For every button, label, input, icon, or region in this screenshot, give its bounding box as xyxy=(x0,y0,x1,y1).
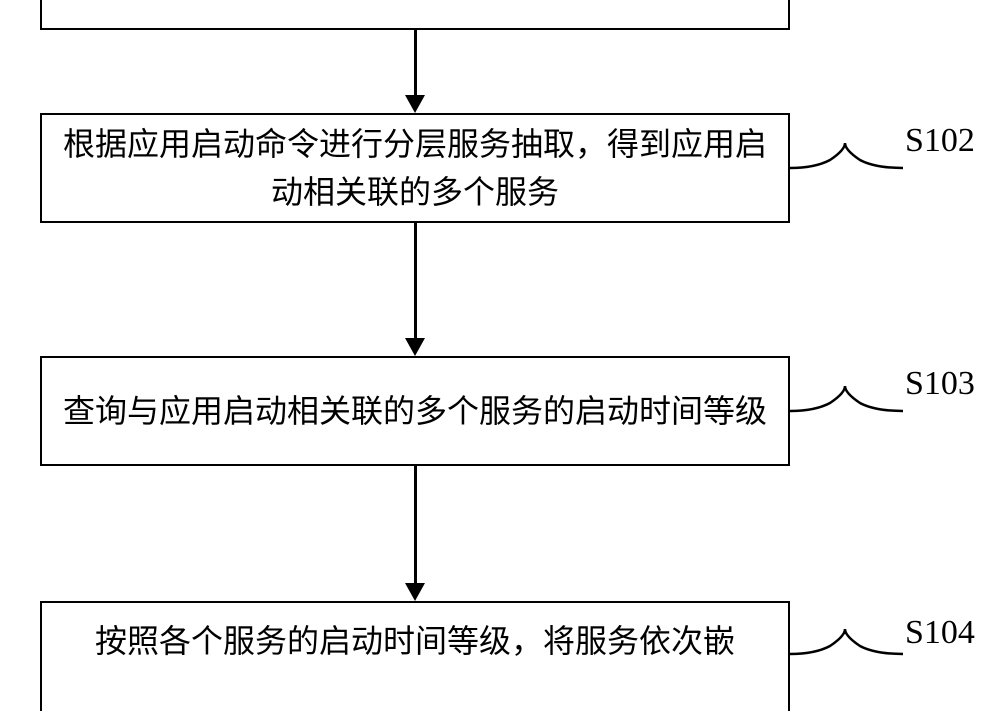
connector-2 xyxy=(790,135,905,185)
arrow-2 xyxy=(413,223,417,356)
label-s104: S104 xyxy=(905,614,975,652)
flowchart-node-4: 按照各个服务的启动时间等级，将服务依次嵌 xyxy=(40,601,790,711)
arrow-3 xyxy=(413,466,417,601)
arrow-1 xyxy=(413,30,417,113)
flowchart-node-3: 查询与应用启动相关联的多个服务的启动时间等级 xyxy=(40,356,790,466)
flowchart-node-1 xyxy=(40,0,790,30)
flowchart-node-2: 根据应用启动命令进行分层服务抽取，得到应用启动相关联的多个服务 xyxy=(40,113,790,223)
connector-4 xyxy=(790,621,905,661)
node-2-text: 根据应用启动命令进行分层服务抽取，得到应用启动相关联的多个服务 xyxy=(62,120,768,216)
label-s102: S102 xyxy=(905,122,975,160)
node-3-text: 查询与应用启动相关联的多个服务的启动时间等级 xyxy=(63,387,767,435)
label-s103: S103 xyxy=(905,365,975,403)
connector-3 xyxy=(790,378,905,428)
flowchart-container: 根据应用启动命令进行分层服务抽取，得到应用启动相关联的多个服务 S102 查询与… xyxy=(0,0,986,658)
